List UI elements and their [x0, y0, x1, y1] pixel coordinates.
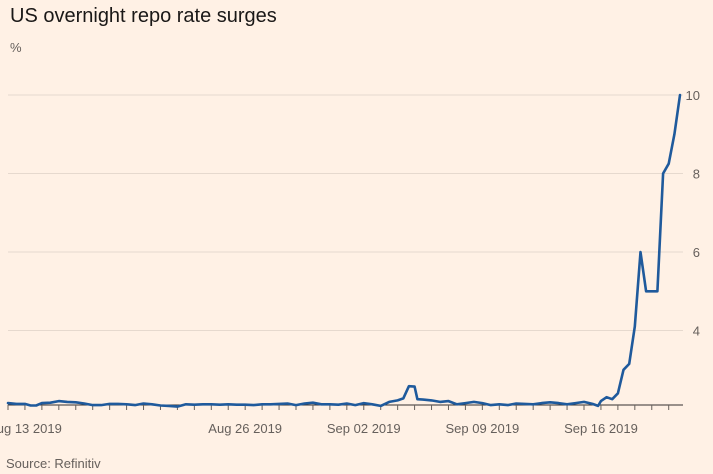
x-tick-label: Sep 09 2019 — [445, 421, 519, 436]
x-tick-label: Aug 26 2019 — [208, 421, 282, 436]
x-tick-layer — [7, 405, 670, 410]
chart-title: US overnight repo rate surges — [10, 5, 277, 27]
x-tick-label: Sep 02 2019 — [327, 421, 401, 436]
x-tick-label: Sep 16 2019 — [564, 421, 638, 436]
y-tick-label: 6 — [693, 245, 700, 260]
series-line-0 — [6, 93, 682, 408]
y-tick-label: 4 — [693, 324, 700, 339]
tick-label-layer: 4 6 8 10 Aug 13 2019 Aug 26 2019 Sep 02 2019 Se… — [0, 88, 700, 436]
x-tick-label: Aug 13 2019 — [0, 421, 62, 436]
source-note: Source: Refinitiv — [6, 456, 101, 471]
grid-layer — [8, 94, 683, 406]
y-tick-label: 8 — [693, 167, 700, 182]
series-layer — [6, 93, 682, 408]
y-tick-label: 10 — [686, 88, 700, 103]
y-axis-unit: % — [10, 40, 22, 55]
